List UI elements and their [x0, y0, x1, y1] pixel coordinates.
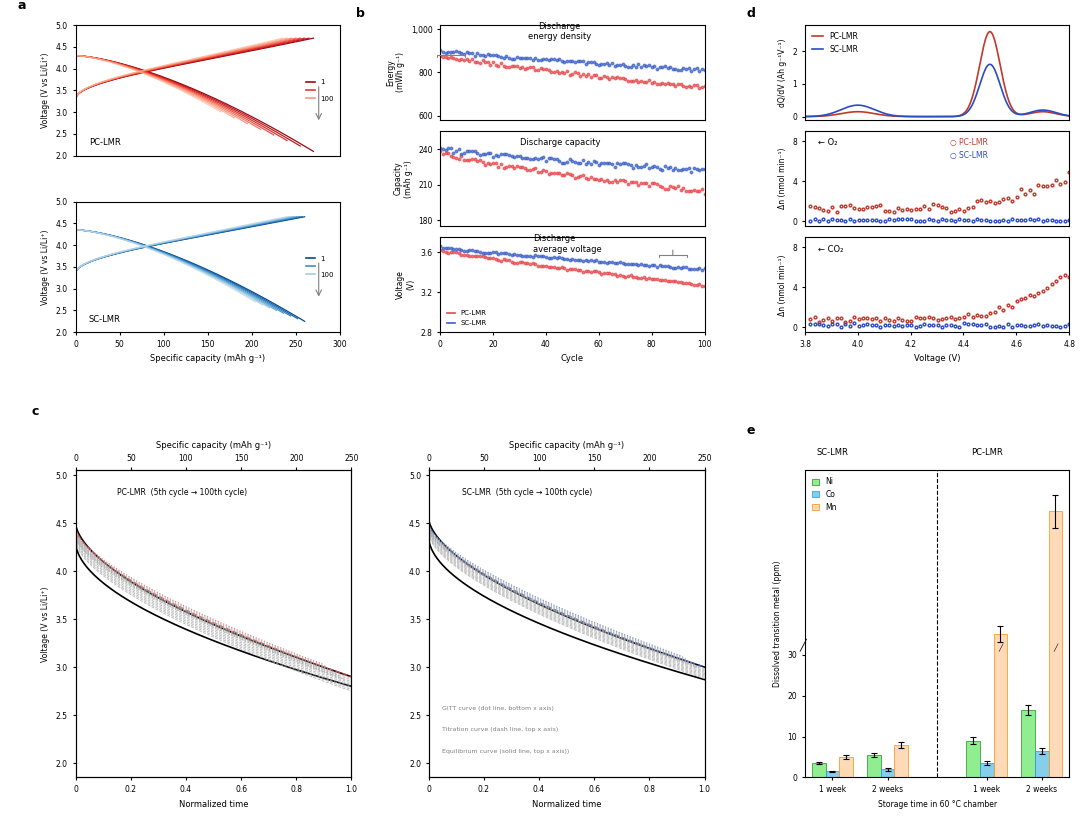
- Y-axis label: Δn (nmol min⁻¹): Δn (nmol min⁻¹): [778, 148, 787, 209]
- Bar: [825, 772, 839, 777]
- Text: ╱: ╱: [1053, 644, 1057, 652]
- PC-LMR: [961, 104, 974, 114]
- X-axis label: Normalized time: Normalized time: [179, 800, 248, 808]
- Y-axis label: Voltage (V vs Li/Li⁺): Voltage (V vs Li/Li⁺): [41, 53, 51, 128]
- Y-axis label: Voltage (V vs Li/Li⁺): Voltage (V vs Li/Li⁺): [41, 586, 51, 661]
- SC-LMR: [983, 59, 996, 69]
- Y-axis label: Voltage
(V): Voltage (V): [395, 270, 415, 299]
- Bar: [839, 757, 853, 777]
- Legend: 1, , 100: 1, , 100: [303, 77, 336, 104]
- Text: SC-LMR  (5th cycle → 100th cycle): SC-LMR (5th cycle → 100th cycle): [462, 488, 592, 497]
- Legend: Ni, Co, Mn: Ni, Co, Mn: [809, 474, 840, 515]
- SC-LMR: [956, 110, 969, 120]
- Text: Discharge capacity: Discharge capacity: [519, 139, 600, 147]
- SC-LMR: [961, 107, 974, 117]
- Text: PC-LMR: PC-LMR: [971, 448, 1002, 457]
- Text: PC-LMR  (5th cycle → 100th cycle): PC-LMR (5th cycle → 100th cycle): [117, 488, 247, 497]
- Legend: 1, , 100: 1, , 100: [303, 253, 336, 281]
- Bar: [1021, 710, 1035, 777]
- Legend: PC-LMR, SC-LMR: PC-LMR, SC-LMR: [809, 29, 862, 57]
- X-axis label: Voltage (V): Voltage (V): [914, 354, 960, 364]
- SC-LMR: [957, 110, 970, 120]
- Text: Titration curve (dash line, top x axis): Titration curve (dash line, top x axis): [443, 727, 558, 732]
- Text: ╱╱: ╱╱: [810, 633, 822, 645]
- Text: ╱: ╱: [799, 639, 807, 651]
- PC-LMR: [799, 111, 812, 121]
- PC-LMR: [983, 27, 996, 37]
- SC-LMR: [1063, 110, 1076, 120]
- PC-LMR: [1023, 109, 1036, 119]
- X-axis label: Specific capacity (mAh g⁻¹): Specific capacity (mAh g⁻¹): [509, 441, 624, 450]
- Bar: [966, 741, 980, 777]
- X-axis label: Specific capacity (mAh g⁻¹): Specific capacity (mAh g⁻¹): [150, 354, 266, 364]
- Bar: [980, 763, 994, 777]
- PC-LMR: [1063, 111, 1076, 121]
- PC-LMR: [1040, 107, 1053, 117]
- Bar: [1035, 751, 1049, 777]
- Text: e: e: [746, 424, 755, 436]
- Text: Discharge
average voltage: Discharge average voltage: [532, 234, 602, 253]
- Text: SC-LMR: SC-LMR: [89, 314, 121, 324]
- SC-LMR: [799, 111, 812, 121]
- PC-LMR: [956, 110, 969, 120]
- Bar: [867, 755, 880, 777]
- PC-LMR: [798, 111, 811, 121]
- Y-axis label: Capacity
(mAh g⁻¹): Capacity (mAh g⁻¹): [393, 160, 413, 197]
- Y-axis label: Energy
(mWh g⁻¹): Energy (mWh g⁻¹): [386, 53, 405, 93]
- Text: Discharge
energy density: Discharge energy density: [527, 22, 591, 41]
- PC-LMR: [929, 111, 942, 121]
- Line: SC-LMR: SC-LMR: [805, 64, 1069, 116]
- SC-LMR: [1040, 105, 1053, 115]
- Y-axis label: Voltage (V vs Li/Li⁺): Voltage (V vs Li/Li⁺): [41, 229, 51, 304]
- Line: PC-LMR: PC-LMR: [805, 32, 1069, 116]
- Bar: [894, 745, 908, 777]
- Text: b: b: [355, 8, 365, 21]
- Bar: [994, 635, 1008, 777]
- Text: SC-LMR: SC-LMR: [816, 448, 849, 457]
- Bar: [1049, 512, 1063, 777]
- Text: c: c: [31, 405, 39, 418]
- Text: ○ PC-LMR: ○ PC-LMR: [950, 139, 988, 147]
- SC-LMR: [1023, 108, 1036, 118]
- Text: a: a: [17, 0, 26, 13]
- Y-axis label: Dissolved transition metal (ppm): Dissolved transition metal (ppm): [773, 561, 782, 687]
- Text: ← CO₂: ← CO₂: [819, 245, 843, 253]
- Text: ╱: ╱: [998, 644, 1002, 652]
- Bar: [880, 769, 894, 777]
- X-axis label: Normalized time: Normalized time: [531, 800, 602, 808]
- X-axis label: Specific capacity (mAh g⁻¹): Specific capacity (mAh g⁻¹): [156, 441, 271, 450]
- Text: GITT curve (dot line, bottom x axis): GITT curve (dot line, bottom x axis): [443, 706, 554, 711]
- Y-axis label: Δn (nmol min⁻¹): Δn (nmol min⁻¹): [778, 254, 787, 315]
- Text: ← O₂: ← O₂: [819, 139, 838, 147]
- Text: PC-LMR: PC-LMR: [89, 138, 121, 147]
- X-axis label: Storage time in 60 °C chamber: Storage time in 60 °C chamber: [878, 800, 997, 808]
- Legend: PC-LMR, SC-LMR: PC-LMR, SC-LMR: [444, 308, 489, 329]
- Y-axis label: dQ/dV (Ah g⁻¹V⁻¹): dQ/dV (Ah g⁻¹V⁻¹): [778, 38, 787, 107]
- SC-LMR: [930, 111, 943, 121]
- Text: d: d: [746, 8, 756, 21]
- Text: Equilibrium curve (solid line, top x axis)): Equilibrium curve (solid line, top x axi…: [443, 749, 570, 754]
- X-axis label: Cycle: Cycle: [561, 354, 584, 364]
- SC-LMR: [798, 111, 811, 121]
- PC-LMR: [957, 109, 970, 119]
- Bar: [812, 763, 825, 777]
- Text: ○ SC-LMR: ○ SC-LMR: [950, 150, 988, 160]
